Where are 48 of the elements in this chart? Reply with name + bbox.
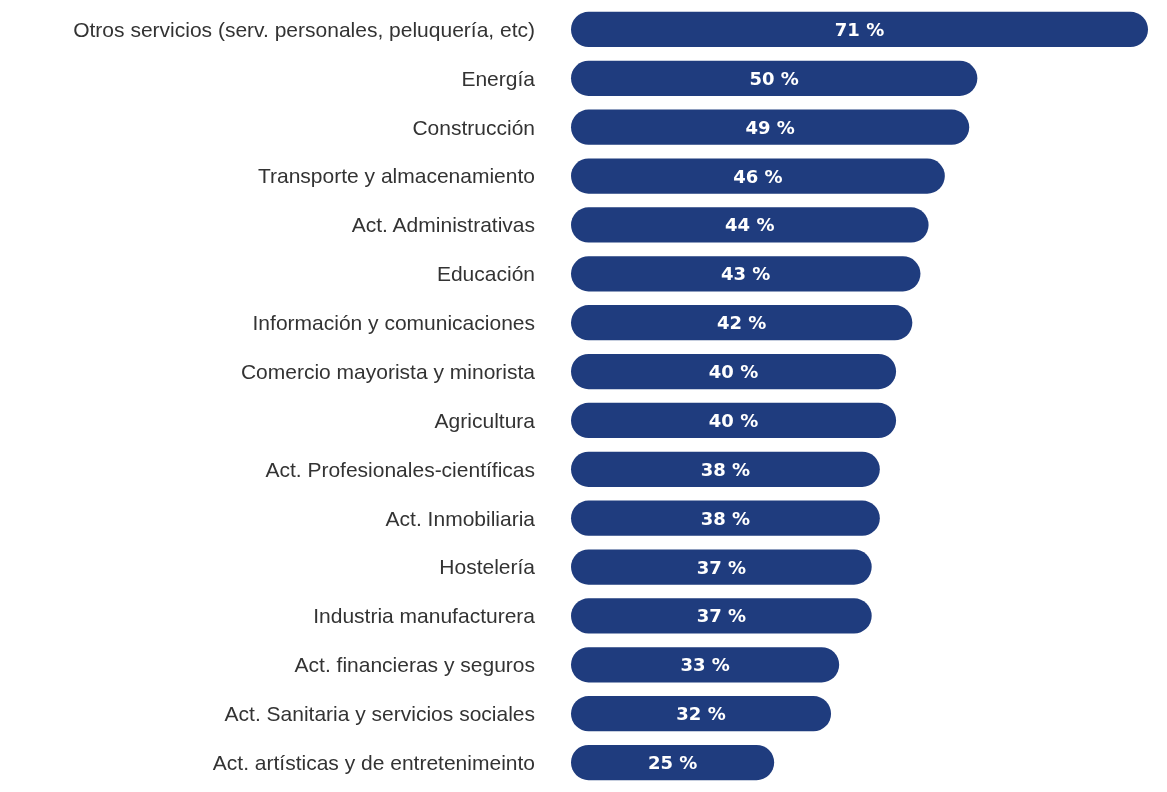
bar — [571, 60, 978, 96]
y-tick-label: Comercio mayorista y minorista — [240, 359, 536, 383]
bar — [571, 109, 970, 145]
y-tick-label: Act. artísticas y de entretenimeinto — [212, 750, 535, 774]
y-tick-label: Otros servicios (serv. personales, peluquería, etc) — [73, 17, 535, 41]
data-label: 38 % — [700, 507, 751, 529]
bar — [571, 256, 921, 292]
data-label: 50 % — [749, 67, 799, 89]
bar — [571, 696, 832, 732]
y-tick-label: Energía — [461, 66, 536, 90]
bar — [571, 353, 897, 390]
bar — [571, 549, 872, 585]
data-label: 37 % — [696, 556, 747, 578]
bar — [571, 158, 945, 194]
data-label: 25 % — [647, 752, 698, 774]
bar — [571, 305, 913, 341]
y-tick-label: Transporte y almacenamiento — [257, 164, 535, 188]
data-label: 71 % — [834, 18, 885, 40]
data-label: 49 % — [745, 116, 795, 138]
bar — [571, 207, 929, 243]
data-label: 46 % — [733, 165, 783, 187]
bar — [571, 11, 1148, 48]
bar — [571, 451, 880, 487]
bar — [571, 744, 775, 781]
y-tick-label: Act. Sanitaria y servicios sociales — [224, 702, 535, 726]
data-label: 33 % — [680, 654, 730, 676]
y-tick-label: Act. Profesionales-científicas — [265, 457, 535, 481]
y-tick-label: Act. financieras y seguros — [294, 653, 535, 677]
data-label: 37 % — [696, 605, 747, 627]
y-tick-label: Construcción — [412, 115, 535, 139]
y-tick-label: Act. Administrativas — [351, 213, 535, 237]
data-label: 40 % — [708, 409, 759, 431]
data-label: 38 % — [700, 458, 751, 480]
bar — [571, 647, 840, 683]
y-tick-label: Información y comunicaciones — [252, 311, 535, 335]
data-label: 32 % — [676, 703, 726, 725]
y-tick-label: Agricultura — [434, 408, 536, 432]
data-label: 43 % — [721, 263, 771, 285]
data-label: 42 % — [716, 312, 767, 334]
y-tick-label: Hostelería — [439, 555, 536, 579]
data-label: 44 % — [725, 214, 775, 236]
y-tick-label: Educación — [436, 262, 535, 286]
bar — [571, 598, 872, 634]
y-tick-label: Industria manufacturera — [313, 604, 536, 628]
y-tick-label: Act. Inmobiliaria — [385, 506, 536, 530]
bar — [571, 500, 880, 536]
bar — [571, 402, 897, 439]
data-label: 40 % — [708, 361, 759, 383]
